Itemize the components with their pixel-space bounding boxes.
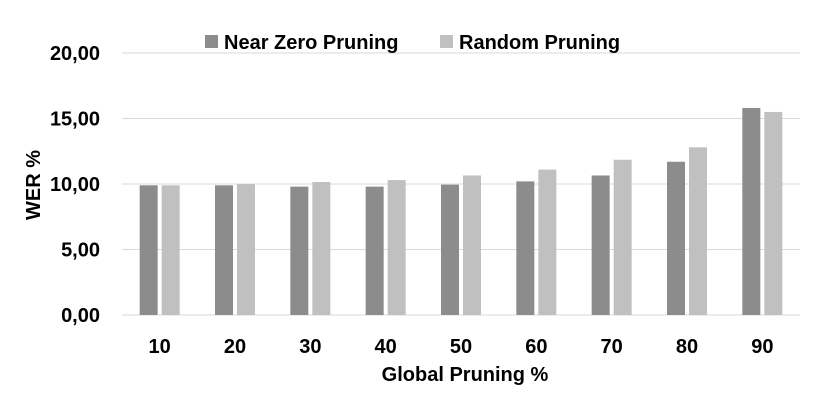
bar-random-70	[613, 159, 632, 315]
y-axis-title: WER %	[23, 150, 45, 220]
x-tick-label: 90	[751, 336, 773, 358]
bar-near-zero-20	[215, 185, 233, 315]
bar-near-zero-60	[516, 181, 535, 315]
x-axis-tick-labels: 10 20 30 40 50 60 70 80 90	[149, 336, 774, 358]
x-tick-label: 20	[224, 336, 246, 358]
bar-near-zero-10	[139, 185, 158, 315]
x-tick-label: 60	[525, 336, 547, 358]
gridlines	[122, 52, 800, 316]
legend-swatch	[205, 35, 218, 48]
y-tick-label: 15,00	[50, 109, 100, 131]
x-axis-title: Global Pruning %	[382, 364, 549, 386]
bar-random-40	[387, 180, 406, 315]
bar-random-80	[689, 147, 707, 315]
x-tick-label: 30	[299, 336, 321, 358]
y-tick-label: 0,00	[61, 305, 100, 327]
bar-random-90	[764, 111, 783, 315]
bar-near-zero-70	[591, 175, 610, 315]
bar-random-10	[161, 185, 180, 315]
legend: Near Zero Pruning Random Pruning	[205, 32, 620, 54]
bar-near-zero-80	[667, 161, 685, 315]
x-tick-label: 80	[676, 336, 698, 358]
bar-near-zero-40	[365, 186, 384, 315]
legend-swatch	[440, 35, 453, 48]
bar-random-30	[312, 182, 331, 315]
bar-near-zero-90	[742, 108, 761, 316]
x-tick-label: 50	[450, 336, 472, 358]
bars	[139, 108, 783, 316]
bar-random-60	[538, 169, 557, 315]
bar-near-zero-30	[290, 186, 309, 315]
bar-near-zero-50	[441, 184, 459, 315]
legend-label: Random Pruning	[459, 32, 620, 54]
y-tick-label: 5,00	[61, 240, 100, 262]
x-tick-label: 40	[375, 336, 397, 358]
y-axis-tick-labels: 0,00 5,00 10,00 15,00 20,00	[50, 43, 100, 327]
x-tick-label: 10	[149, 336, 171, 358]
bar-random-20	[237, 184, 255, 315]
y-tick-label: 10,00	[50, 174, 100, 196]
legend-label: Near Zero Pruning	[224, 32, 398, 54]
bar-random-50	[463, 175, 481, 315]
x-tick-label: 70	[601, 336, 623, 358]
y-tick-label: 20,00	[50, 43, 100, 65]
